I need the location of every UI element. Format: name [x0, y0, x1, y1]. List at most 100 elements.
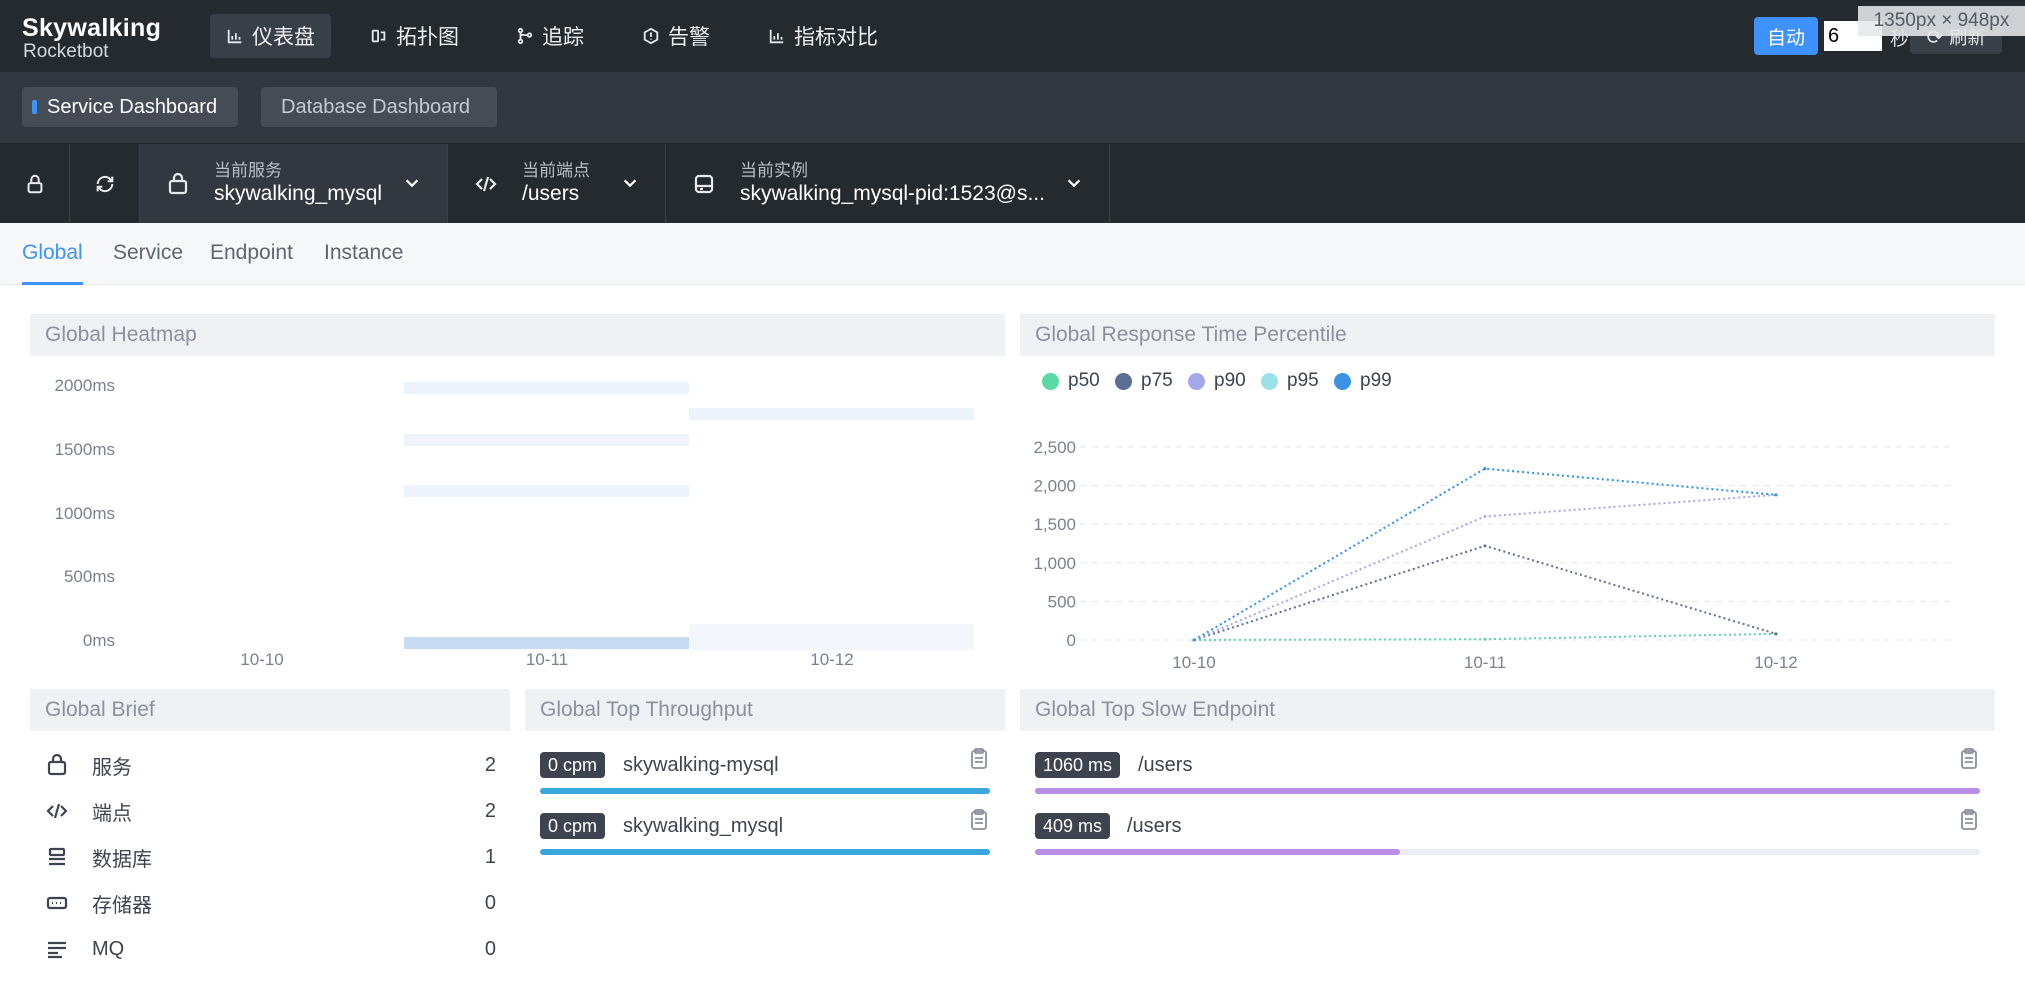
selector-label: 当前实例 [740, 160, 808, 180]
legend-item-p50[interactable]: p50 [1042, 370, 1100, 392]
legend-swatch [1334, 372, 1351, 390]
tab-label: Service Dashboard [47, 95, 218, 118]
y-tick-label: 2000ms [54, 376, 115, 395]
legend-item-p99[interactable]: p99 [1334, 370, 1392, 392]
service-name: skywalking_mysql [623, 814, 784, 837]
tab-label: Database Dashboard [281, 95, 471, 118]
y-tick-label: 1000ms [54, 504, 115, 523]
code-icon [474, 172, 498, 196]
selector-label: 当前服务 [214, 160, 282, 180]
x-tick-label: 10-10 [240, 650, 284, 669]
instance-selector[interactable]: 当前实例 skywalking_mysql-pid:1523@s... [666, 144, 1110, 223]
selector-label: 当前端点 [522, 160, 590, 180]
legend-label: p99 [1360, 370, 1392, 391]
dashboard-tab-bar: Service Dashboard Database Dashboard [0, 72, 2025, 144]
mq-icon [44, 936, 70, 962]
rank-fill [540, 849, 990, 855]
sub-tab-bar: Global Service Endpoint Instance [0, 223, 2025, 285]
y-tick-label: 1,000 [1033, 554, 1076, 573]
legend-label: p90 [1214, 370, 1246, 391]
reload-button[interactable] [70, 144, 140, 223]
rank-fill [1035, 788, 1980, 794]
y-tick-label: 0ms [82, 631, 115, 650]
clipboard-icon[interactable] [1960, 748, 1978, 770]
nav-compare[interactable]: 指标对比 [752, 14, 894, 58]
nav-trace[interactable]: 追踪 [500, 14, 600, 58]
tab-endpoint[interactable]: Endpoint [210, 241, 293, 264]
brief-label: 端点 [92, 802, 132, 825]
data-point-p99 [1192, 638, 1196, 642]
brief-label: MQ [92, 937, 125, 960]
nav-label: 追踪 [542, 26, 584, 49]
panel-title: Global Top Slow Endpoint [1020, 689, 1995, 731]
series-line-p75 [1193, 544, 1777, 641]
nav-alarm[interactable]: 告警 [626, 14, 726, 58]
nav-dashboard[interactable]: 仪表盘 [210, 14, 331, 58]
lock-button[interactable] [0, 144, 70, 223]
nav-label: 指标对比 [794, 26, 878, 49]
compare-icon [769, 29, 784, 44]
brief-label: 存储器 [92, 894, 152, 917]
brief-row-service: 服务 2 [30, 745, 510, 785]
clipboard-icon[interactable] [970, 809, 988, 831]
service-name: skywalking-mysql [623, 753, 779, 776]
auto-refresh-button[interactable]: 自动 [1754, 17, 1818, 55]
brief-label: 服务 [92, 756, 132, 779]
x-tick-label: 10-10 [1172, 653, 1215, 672]
y-tick-label: 2,000 [1033, 477, 1076, 496]
panel-title: Global Heatmap [30, 314, 1005, 356]
tab-service[interactable]: Service [113, 241, 184, 264]
brief-panel: Global Brief 服务 2 端点 2 数据库 1 存储器 0 MQ 0 [30, 689, 510, 982]
code-icon [44, 798, 70, 824]
reload-icon [96, 175, 113, 192]
viewport-size-overlay: 1350px × 948px [1858, 6, 2025, 36]
clipboard-icon[interactable] [970, 748, 988, 770]
panel-title: Global Response Time Percentile [1020, 314, 1995, 356]
heatmap-cell [404, 382, 689, 394]
slow-endpoint-item[interactable]: 409 ms /users [1035, 809, 1980, 863]
slow-endpoint-panel: Global Top Slow Endpoint 1060 ms /users … [1020, 689, 1995, 982]
logo[interactable]: Skywalking Rocketbot [22, 14, 161, 62]
panel-title: Global Top Throughput [525, 689, 1005, 731]
legend-label: p50 [1068, 370, 1100, 391]
clipboard-icon[interactable] [1960, 809, 1978, 831]
data-point-p75 [1483, 544, 1487, 548]
throughput-item[interactable]: 0 cpm skywalking-mysql [540, 748, 990, 802]
slow-endpoint-item[interactable]: 1060 ms /users [1035, 748, 1980, 802]
selector-toolbar: 当前服务 skywalking_mysql 当前端点 /users 当前实例 s… [0, 144, 2025, 223]
legend-item-p90[interactable]: p90 [1188, 370, 1246, 392]
nav-label: 拓扑图 [396, 26, 459, 49]
brief-value: 0 [484, 891, 496, 914]
tab-database-dashboard[interactable]: Database Dashboard [261, 87, 497, 127]
y-tick-label: 500ms [63, 567, 115, 586]
rank-track [1035, 788, 1980, 794]
x-tick-label: 10-12 [1754, 653, 1797, 672]
brief-row-database: 数据库 1 [30, 837, 510, 877]
data-point-p99 [1774, 493, 1778, 497]
tab-global[interactable]: Global [22, 241, 83, 285]
throughput-item[interactable]: 0 cpm skywalking_mysql [540, 809, 990, 863]
endpoint-selector[interactable]: 当前端点 /users [448, 144, 666, 223]
rank-track [540, 849, 990, 855]
instance-icon [692, 172, 716, 196]
y-tick-label: 500 [1048, 592, 1076, 611]
legend-item-p95[interactable]: p95 [1261, 370, 1319, 392]
cache-icon [44, 890, 70, 916]
chevron-down-icon [403, 174, 421, 192]
heatmap-panel: Global Heatmap 2000ms 1500ms 1000ms 500m… [30, 314, 1005, 674]
cpm-badge: 0 cpm [540, 813, 606, 839]
latency-badge: 1060 ms [1035, 752, 1121, 778]
heatmap-cell [689, 408, 974, 420]
brief-value: 2 [484, 799, 496, 822]
nav-topology[interactable]: 拓扑图 [354, 14, 475, 58]
brief-row-mq: MQ 0 [30, 929, 510, 969]
tab-service-dashboard[interactable]: Service Dashboard [22, 87, 238, 127]
legend-swatch [1115, 372, 1132, 390]
brief-value: 0 [484, 937, 496, 960]
legend-item-p75[interactable]: p75 [1115, 370, 1173, 392]
tab-instance[interactable]: Instance [324, 241, 404, 264]
legend-label: p95 [1287, 370, 1319, 391]
y-tick-label: 1,500 [1033, 515, 1076, 534]
selector-value: skywalking_mysql-pid:1523@s... [740, 181, 1045, 205]
service-selector[interactable]: 当前服务 skywalking_mysql [140, 144, 448, 223]
